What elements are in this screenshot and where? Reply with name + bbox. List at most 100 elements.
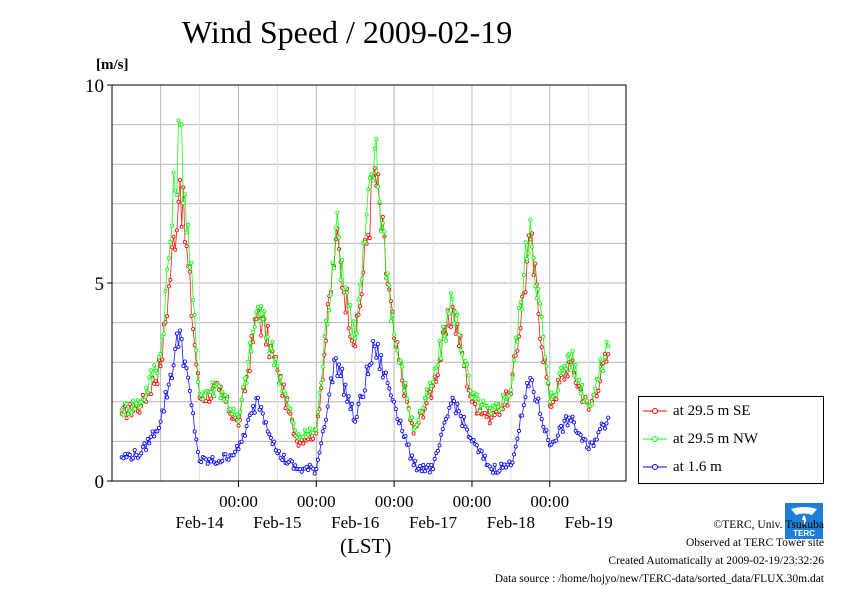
series-point-2 bbox=[505, 462, 510, 467]
series-point-1 bbox=[156, 355, 161, 360]
legend-marker-nw bbox=[643, 436, 667, 442]
series-point-2 bbox=[340, 366, 345, 371]
series-point-2 bbox=[583, 437, 588, 442]
series-point-1 bbox=[176, 118, 181, 123]
x-tick-time-label: 00:00 bbox=[453, 492, 492, 511]
series-point-2 bbox=[246, 417, 251, 422]
series-point-0 bbox=[492, 413, 497, 418]
series-point-2 bbox=[419, 469, 424, 474]
series-point-0 bbox=[367, 236, 372, 241]
series-point-1 bbox=[421, 406, 426, 411]
series-point-0 bbox=[586, 407, 591, 412]
series-point-1 bbox=[161, 331, 166, 336]
series-point-1 bbox=[398, 358, 403, 363]
series-point-0 bbox=[166, 284, 171, 289]
series-point-1 bbox=[374, 136, 379, 141]
series-point-1 bbox=[515, 339, 520, 344]
footer-observed: Observed at TERC Tower site bbox=[685, 537, 824, 549]
series-point-1 bbox=[461, 363, 466, 368]
series-point-2 bbox=[251, 403, 256, 408]
series-point-2 bbox=[338, 374, 343, 379]
series-point-2 bbox=[515, 436, 520, 441]
x-axis-label: (LST) bbox=[340, 534, 392, 558]
series-point-0 bbox=[189, 313, 194, 318]
series-point-1 bbox=[314, 427, 319, 432]
series-point-0 bbox=[429, 395, 434, 400]
series-point-2 bbox=[341, 392, 346, 397]
series-point-0 bbox=[435, 372, 440, 377]
series-point-1 bbox=[228, 407, 233, 412]
series-point-2 bbox=[445, 414, 450, 419]
series-point-0 bbox=[178, 177, 183, 182]
series-point-2 bbox=[131, 456, 136, 461]
series-point-1 bbox=[247, 340, 252, 345]
series-point-1 bbox=[216, 383, 221, 388]
series-point-1 bbox=[174, 192, 179, 197]
series-point-1 bbox=[437, 338, 442, 343]
footer-created: Created Automatically at 2009-02-19/23:3… bbox=[608, 555, 824, 567]
series-point-1 bbox=[340, 257, 345, 262]
series-point-1 bbox=[479, 402, 484, 407]
series-point-2 bbox=[152, 434, 157, 439]
series-point-2 bbox=[194, 437, 199, 442]
series-point-1 bbox=[336, 235, 341, 240]
series-point-2 bbox=[208, 459, 213, 464]
series-point-1 bbox=[539, 314, 544, 319]
series-point-1 bbox=[525, 257, 530, 262]
series-point-0 bbox=[450, 304, 455, 309]
series-point-0 bbox=[152, 381, 157, 386]
series-point-2 bbox=[530, 378, 535, 383]
series-point-2 bbox=[572, 420, 577, 425]
series-point-0 bbox=[171, 234, 176, 239]
series-point-0 bbox=[549, 404, 554, 409]
y-axis-unit: [m/s] bbox=[96, 57, 129, 73]
series-point-2 bbox=[455, 401, 460, 406]
series-point-2 bbox=[523, 395, 528, 400]
series-point-0 bbox=[182, 239, 187, 244]
footer-source: Data source : /home/hojyo/new/TERC-data/… bbox=[494, 573, 824, 585]
series-point-0 bbox=[294, 439, 299, 444]
series-point-2 bbox=[199, 460, 204, 465]
series-point-1 bbox=[456, 332, 461, 337]
series-point-1 bbox=[223, 392, 228, 397]
series-point-1 bbox=[494, 401, 499, 406]
series-point-2 bbox=[458, 413, 463, 418]
series-point-1 bbox=[239, 397, 244, 402]
series-point-2 bbox=[195, 449, 200, 454]
series-point-0 bbox=[208, 396, 213, 401]
series-point-1 bbox=[302, 427, 307, 432]
series-point-1 bbox=[383, 276, 388, 281]
series-point-1 bbox=[531, 255, 536, 260]
y-tick-label: 5 bbox=[95, 274, 105, 295]
series-point-1 bbox=[474, 392, 479, 397]
series-point-0 bbox=[606, 352, 611, 357]
series-point-0 bbox=[424, 401, 429, 406]
series-point-2 bbox=[395, 417, 400, 422]
series-point-2 bbox=[541, 424, 546, 429]
series-point-1 bbox=[260, 317, 265, 322]
series-point-2 bbox=[299, 469, 304, 474]
series-point-2 bbox=[236, 447, 241, 452]
series-point-1 bbox=[320, 364, 325, 369]
series-point-1 bbox=[508, 387, 513, 392]
series-point-0 bbox=[311, 436, 316, 441]
series-point-1 bbox=[499, 406, 504, 411]
series-point-2 bbox=[166, 382, 171, 387]
series-point-1 bbox=[580, 382, 585, 387]
series-point-1 bbox=[330, 260, 335, 265]
x-tick-date-label: Feb-17 bbox=[409, 513, 458, 532]
series-point-2 bbox=[604, 421, 609, 426]
terc-logo: TERC bbox=[785, 503, 823, 539]
series-point-1 bbox=[544, 364, 549, 369]
series-point-1 bbox=[542, 355, 547, 360]
series-point-1 bbox=[181, 201, 186, 206]
series-point-2 bbox=[531, 389, 536, 394]
series-point-2 bbox=[263, 420, 268, 425]
series-point-1 bbox=[450, 296, 455, 301]
series-point-1 bbox=[148, 368, 153, 373]
series-point-0 bbox=[448, 324, 453, 329]
series-point-2 bbox=[353, 419, 358, 424]
series-point-1 bbox=[229, 412, 234, 417]
series-point-1 bbox=[332, 265, 337, 270]
series-point-1 bbox=[382, 229, 387, 234]
